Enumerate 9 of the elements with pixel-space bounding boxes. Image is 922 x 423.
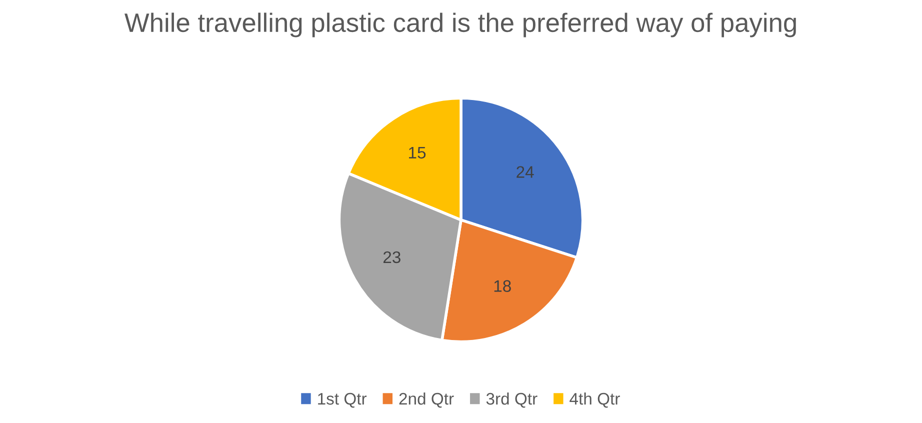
data-label: 23 (383, 251, 400, 264)
chart-title: While travelling plastic card is the preferred way of paying (124, 12, 796, 38)
legend-label: 3rd Qtr (486, 392, 538, 408)
legend-label: 4th Qtr (570, 392, 620, 408)
data-label: 15 (409, 146, 426, 159)
legend-label: 1st Qtr (318, 392, 367, 408)
data-label: 18 (494, 280, 511, 292)
data-label: 24 (516, 166, 534, 178)
legend-label: 2nd Qtr (399, 392, 454, 408)
